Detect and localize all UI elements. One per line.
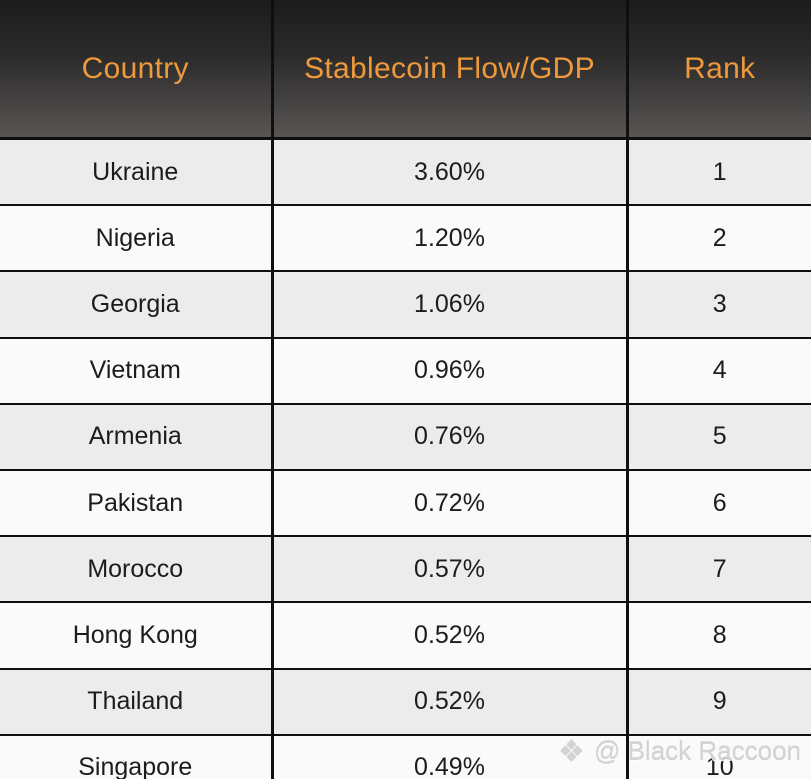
cell-flow-gdp: 1.06%	[270, 270, 627, 338]
cell-flow-gdp: 0.49%	[270, 733, 627, 779]
cell-country: Ukraine	[0, 138, 272, 206]
cell-rank: 9	[625, 667, 811, 735]
cell-country: Morocco	[0, 535, 272, 603]
cell-flow-gdp: 0.72%	[270, 468, 627, 537]
table-row: Singapore 0.49% 10	[0, 733, 811, 779]
table-row: Morocco 0.57% 7	[0, 535, 811, 603]
col-header-country: Country	[0, 0, 272, 140]
cell-flow-gdp: 1.20%	[270, 204, 627, 272]
cell-rank: 2	[625, 204, 811, 272]
cell-rank: 4	[625, 336, 811, 404]
cell-country: Hong Kong	[0, 601, 272, 669]
cell-flow-gdp: 0.52%	[270, 667, 627, 735]
cell-flow-gdp: 0.52%	[270, 601, 627, 669]
cell-country: Vietnam	[0, 336, 272, 404]
col-header-rank: Rank	[625, 0, 811, 140]
cell-flow-gdp: 0.57%	[270, 535, 627, 603]
cell-flow-gdp: 0.96%	[270, 336, 627, 404]
col-header-stablecoin-flow-gdp: Stablecoin Flow/GDP	[270, 0, 627, 140]
cell-country: Pakistan	[0, 468, 272, 537]
table-row: Vietnam 0.96% 4	[0, 336, 811, 404]
cell-rank: 6	[625, 468, 811, 537]
cell-rank: 8	[625, 601, 811, 669]
cell-rank: 10	[625, 733, 811, 779]
table-row: Thailand 0.52% 9	[0, 667, 811, 735]
cell-rank: 5	[625, 402, 811, 470]
cell-rank: 7	[625, 535, 811, 603]
cell-country: Armenia	[0, 402, 272, 470]
table-header: Country Stablecoin Flow/GDP Rank	[0, 0, 811, 140]
table-row: Ukraine 3.60% 1	[0, 138, 811, 206]
cell-flow-gdp: 3.60%	[270, 138, 627, 206]
table-row: Nigeria 1.20% 2	[0, 204, 811, 272]
table-row: Pakistan 0.72% 6	[0, 468, 811, 537]
header-row: Country Stablecoin Flow/GDP Rank	[0, 0, 811, 140]
cell-country: Georgia	[0, 270, 272, 338]
table-body: Ukraine 3.60% 1 Nigeria 1.20% 2 Georgia …	[0, 138, 811, 779]
cell-country: Thailand	[0, 667, 272, 735]
cell-flow-gdp: 0.76%	[270, 402, 627, 470]
cell-rank: 1	[625, 138, 811, 206]
cell-country: Singapore	[0, 733, 272, 779]
table-row: Armenia 0.76% 5	[0, 402, 811, 470]
cell-rank: 3	[625, 270, 811, 338]
table-row: Hong Kong 0.52% 8	[0, 601, 811, 669]
table-row: Georgia 1.06% 3	[0, 270, 811, 338]
cell-country: Nigeria	[0, 204, 272, 272]
